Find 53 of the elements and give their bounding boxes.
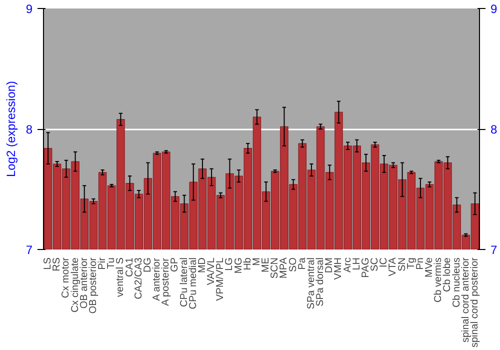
y-tick-label: 7 — [26, 243, 33, 257]
x-tick-label: A anterior — [152, 257, 163, 301]
x-tick-label: GP — [170, 257, 181, 272]
x-tick-label: LS — [42, 257, 54, 270]
x-tick-label: LG — [224, 257, 236, 271]
x-tick-label: Pir — [97, 256, 108, 270]
x-tick-label: Tu — [106, 257, 118, 269]
x-tick-label: CPu lateral — [178, 258, 190, 307]
y2-tick-label: 9 — [490, 2, 498, 16]
x-tick-label: Cb lobe — [442, 257, 454, 292]
y-tick-label: 9 — [26, 2, 33, 16]
x-tick-label: MD — [196, 257, 208, 274]
x-tick-label: M — [251, 257, 262, 266]
x-tick-label: DM — [324, 257, 336, 274]
x-tick-label: Cb nucleus — [451, 258, 462, 308]
x-tick-label: LH — [351, 257, 362, 270]
x-tick-label: MPA — [278, 257, 290, 278]
y2-tick-label: 7 — [490, 243, 498, 257]
x-tick-label: PAG — [360, 257, 372, 278]
x-tick-label: spinal cord posterior — [469, 256, 480, 348]
x-tick-label: MVe — [424, 257, 436, 278]
x-tick-label: Pn — [414, 257, 426, 270]
x-tick-label: A posterior — [160, 257, 172, 306]
x-tick-label: SC — [370, 257, 381, 272]
x-tick-label: MG — [233, 257, 244, 274]
x-tick-label: ME — [260, 257, 272, 272]
x-tick-label: Arc — [342, 258, 354, 272]
x-tick-label: Cx cingulate — [70, 257, 81, 313]
x-tick-label: SO — [288, 257, 299, 272]
x-tick-label: RS — [52, 257, 63, 272]
x-tick-label: SPa dorsal — [315, 257, 326, 306]
x-tick-label: SN — [396, 257, 408, 272]
x-tick-label: DG — [142, 257, 154, 272]
x-tick-label: Hb — [242, 257, 254, 270]
x-tick-label: OB posterior — [88, 256, 99, 314]
x-tick-label: SCN — [270, 257, 281, 279]
x-tick-label: CPu medial — [188, 257, 199, 310]
x-tick-label: Cx motor — [60, 256, 72, 298]
y-tick-label: 8 — [26, 122, 33, 136]
x-tick-label: VTA — [388, 257, 399, 276]
x-tick-label: Pa — [296, 257, 308, 270]
x-tick-label: CA1 — [124, 257, 136, 277]
x-tick-label: spinal cord anterior — [460, 256, 472, 343]
x-tick-label: CA2/CA3 — [133, 257, 144, 300]
x-tick-label: SPa ventral — [306, 257, 317, 310]
x-tick-label: Tg — [406, 258, 417, 270]
x-tick-label: ventral S — [115, 257, 126, 297]
x-tick-label: OB anterior — [78, 256, 90, 309]
x-tick-label: IC — [378, 258, 390, 268]
y-axis-title: Log2 (expression) — [4, 80, 18, 178]
y2-tick-label: 8 — [490, 122, 498, 136]
x-tick-label: VPM/VPL — [215, 257, 226, 301]
x-tick-label: VMH — [333, 257, 344, 280]
